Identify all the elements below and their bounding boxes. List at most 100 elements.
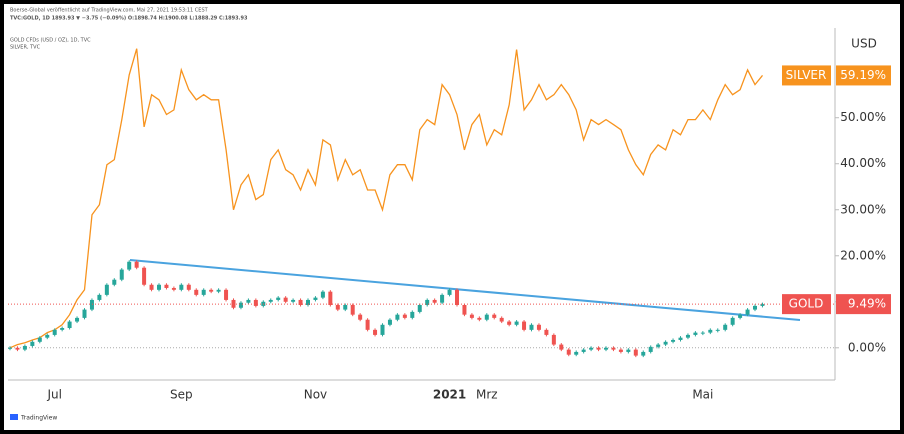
candle-body bbox=[402, 314, 407, 318]
x-tick-label: 2021 bbox=[433, 388, 466, 402]
ticker: TVC:GOLD, 1D 1893.93 ▼ −3.75 (−0.09%) O:… bbox=[10, 16, 248, 22]
candle-body bbox=[671, 339, 676, 342]
candle-body bbox=[663, 341, 668, 345]
candle-body bbox=[194, 289, 199, 295]
series-name: GOLD bbox=[789, 297, 824, 311]
candle-body bbox=[142, 267, 147, 285]
x-tick-label: Nov bbox=[304, 388, 327, 402]
name-box bbox=[782, 65, 831, 86]
candle-body bbox=[469, 314, 474, 318]
candle-body bbox=[753, 305, 757, 310]
candle-body bbox=[678, 337, 683, 340]
candle-body bbox=[291, 299, 296, 302]
candle-body bbox=[328, 291, 333, 305]
candle-body bbox=[440, 294, 445, 303]
candle-body bbox=[119, 269, 124, 280]
candle-body bbox=[507, 321, 512, 325]
candle-body bbox=[201, 289, 206, 295]
footer: TradingView bbox=[20, 415, 57, 422]
candle-body bbox=[22, 345, 27, 350]
x-tick-label: Sep bbox=[170, 388, 193, 402]
x-tick-label: Mrz bbox=[476, 388, 498, 402]
trend-line bbox=[129, 259, 801, 321]
candle-body bbox=[536, 324, 541, 330]
candle-body bbox=[216, 289, 221, 292]
candle-body bbox=[97, 294, 102, 300]
candle-body bbox=[596, 347, 601, 350]
silver-line bbox=[9, 48, 764, 349]
logo bbox=[10, 414, 18, 420]
candle-body bbox=[462, 304, 467, 315]
candle-body bbox=[738, 314, 743, 318]
candle-body bbox=[693, 332, 698, 335]
candle-body bbox=[89, 299, 94, 310]
y-tick-label: 50.00% bbox=[840, 110, 886, 124]
candle-body bbox=[373, 329, 378, 335]
candle-body bbox=[395, 314, 400, 320]
candle-body bbox=[581, 349, 586, 352]
candle-body bbox=[67, 321, 72, 329]
candle-body bbox=[82, 309, 87, 318]
candle-body bbox=[544, 329, 549, 335]
candle-body bbox=[447, 289, 452, 295]
candle-body bbox=[641, 351, 646, 356]
legend-gold: GOLD CFDs (USD / OZ), 1D, TVC bbox=[10, 38, 91, 44]
candle-body bbox=[723, 324, 728, 330]
y-tick-label: 30.00% bbox=[840, 202, 886, 216]
candle-body bbox=[410, 311, 415, 318]
candle-body bbox=[157, 284, 161, 290]
candle-body bbox=[112, 279, 117, 285]
candle-body bbox=[313, 297, 318, 300]
candle-body bbox=[648, 346, 653, 352]
x-tick-label: Mai bbox=[692, 388, 713, 402]
candle-body bbox=[611, 347, 616, 350]
candle-body bbox=[529, 324, 534, 330]
candle-body bbox=[343, 304, 348, 310]
candle-body bbox=[380, 324, 385, 335]
candle-body bbox=[730, 317, 735, 325]
y-axis-label: USD bbox=[851, 37, 877, 51]
candle-body bbox=[238, 302, 243, 308]
candle-body bbox=[417, 304, 422, 312]
y-tick-label: 20.00% bbox=[840, 248, 886, 262]
candle-body bbox=[8, 347, 12, 349]
candle-body bbox=[224, 289, 229, 300]
candle-body bbox=[514, 321, 519, 325]
x-tick-label: Jul bbox=[46, 388, 61, 402]
candle-body bbox=[30, 341, 35, 346]
candle-body bbox=[700, 332, 705, 334]
candle-body bbox=[715, 329, 720, 331]
candle-body bbox=[760, 304, 765, 306]
value-label: 59.19% bbox=[840, 68, 886, 82]
candle-body bbox=[492, 314, 497, 318]
candle-body bbox=[246, 299, 251, 303]
candle-body bbox=[633, 349, 638, 356]
candle-body bbox=[425, 299, 430, 305]
candle-body bbox=[15, 347, 20, 350]
candle-body bbox=[186, 284, 191, 290]
candle-body bbox=[365, 319, 370, 330]
candle-body bbox=[685, 334, 690, 338]
legend-silver: SILVER, TVC bbox=[10, 45, 41, 51]
candle-body bbox=[104, 284, 109, 295]
candle-body bbox=[432, 299, 437, 303]
candle-body bbox=[149, 284, 154, 290]
candle-body bbox=[708, 329, 713, 333]
candle-body bbox=[656, 344, 661, 347]
candle-body bbox=[589, 347, 594, 350]
y-tick-label: 40.00% bbox=[840, 156, 886, 170]
y-tick-label: 0.00% bbox=[848, 340, 886, 354]
candle-body bbox=[75, 317, 80, 322]
series-name: SILVER bbox=[786, 68, 827, 82]
candle-body bbox=[455, 289, 459, 305]
candle-body bbox=[52, 329, 57, 335]
candle-body bbox=[253, 299, 258, 306]
candle-body bbox=[477, 317, 482, 320]
candle-body bbox=[484, 314, 489, 320]
candle-body bbox=[134, 261, 139, 268]
candle-body bbox=[745, 309, 750, 315]
candle-body bbox=[276, 297, 281, 300]
value-box bbox=[836, 294, 891, 315]
